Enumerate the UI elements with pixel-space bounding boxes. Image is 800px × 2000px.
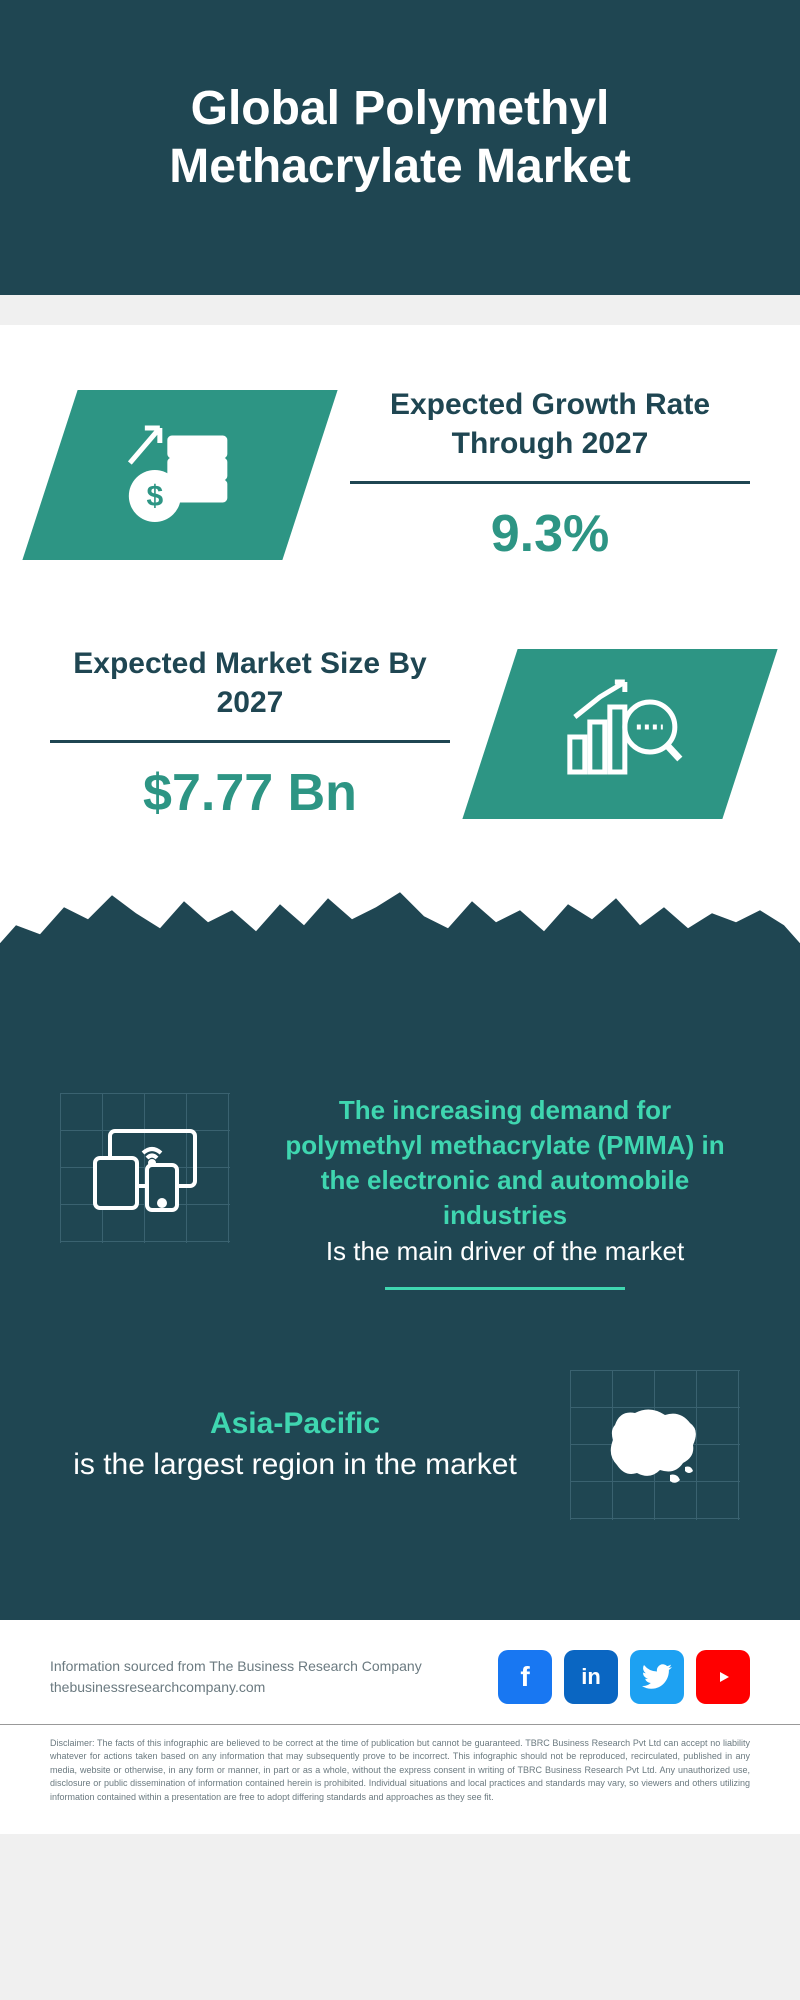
money-growth-icon: $ (115, 417, 245, 527)
devices-icon (85, 1123, 205, 1213)
insights-section: The increasing demand for polymethyl met… (0, 1073, 800, 1619)
twitter-icon[interactable] (630, 1650, 684, 1704)
size-icon-tile (462, 649, 777, 819)
page-title: Global Polymethyl Methacrylate Market (60, 80, 740, 195)
header-banner: Global Polymethyl Methacrylate Market (0, 0, 800, 295)
footer-text: Information sourced from The Business Re… (50, 1656, 422, 1698)
devices-grid-icon (60, 1093, 230, 1243)
region-sub: is the largest region in the market (73, 1448, 517, 1481)
region-text: Asia-Pacific is the largest region in th… (60, 1404, 530, 1485)
spacer (0, 295, 800, 325)
size-stat-text: Expected Market Size By 2027 $7.77 Bn (50, 644, 450, 823)
growth-stat-text: Expected Growth Rate Through 2027 9.3% (350, 385, 750, 564)
driver-underline (385, 1287, 625, 1290)
growth-label: Expected Growth Rate Through 2027 (350, 385, 750, 484)
linkedin-icon[interactable]: in (564, 1650, 618, 1704)
footer-bar: Information sourced from The Business Re… (0, 1620, 800, 1725)
chart-magnify-icon (555, 676, 685, 786)
asia-map-icon (595, 1395, 715, 1495)
svg-text:$: $ (147, 479, 164, 512)
driver-text: The increasing demand for polymethyl met… (270, 1093, 740, 1289)
social-links: f in (498, 1650, 750, 1704)
size-value: $7.77 Bn (50, 763, 450, 823)
footer-source: Information sourced from The Business Re… (50, 1656, 422, 1677)
disclaimer-text: Disclaimer: The facts of this infographi… (0, 1725, 800, 1835)
region-block: Asia-Pacific is the largest region in th… (60, 1370, 740, 1520)
growth-stat-row: $ Expected Growth Rate Through 2027 9.3% (50, 385, 750, 564)
stats-section: $ Expected Growth Rate Through 2027 9.3% (0, 325, 800, 943)
footer-url: thebusinessresearchcompany.com (50, 1677, 422, 1698)
driver-sub: Is the main driver of the market (326, 1236, 684, 1266)
region-highlight: Asia-Pacific (210, 1407, 380, 1440)
region-grid-icon (570, 1370, 740, 1520)
growth-value: 9.3% (350, 504, 750, 564)
size-stat-row: Expected Market Size By 2027 $7.77 Bn (50, 644, 750, 823)
facebook-icon[interactable]: f (498, 1650, 552, 1704)
driver-highlight: The increasing demand for polymethyl met… (285, 1095, 724, 1230)
youtube-icon[interactable] (696, 1650, 750, 1704)
size-label: Expected Market Size By 2027 (50, 644, 450, 743)
skyline-divider (0, 943, 800, 1073)
growth-icon-tile: $ (22, 390, 337, 560)
driver-block: The increasing demand for polymethyl met… (60, 1093, 740, 1289)
